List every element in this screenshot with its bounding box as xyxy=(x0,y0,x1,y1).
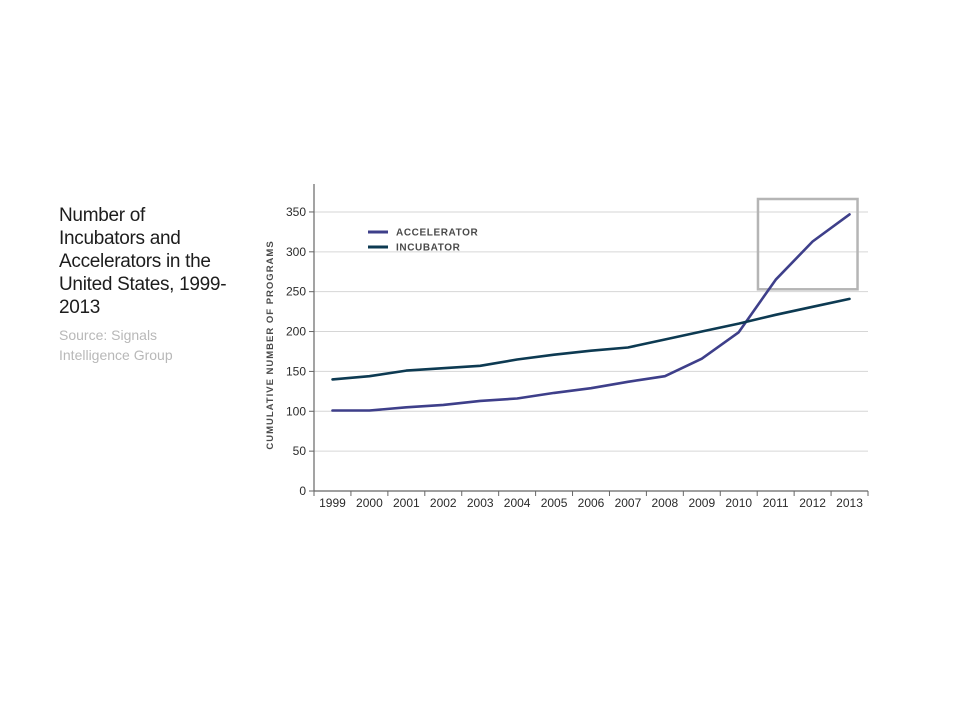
x-tick-label: 2006 xyxy=(578,496,605,510)
x-tick-label: 2008 xyxy=(652,496,679,510)
x-tick-label: 2011 xyxy=(763,496,789,510)
y-tick-label: 150 xyxy=(286,364,306,378)
y-tick-label: 350 xyxy=(286,205,306,219)
x-axis-ticks: 1999 2000 2001 2002 2003 2004 2005 2006 2007 2008… xyxy=(313,491,869,510)
x-tick-label: 2012 xyxy=(799,496,826,510)
y-tick-label: 100 xyxy=(286,404,306,418)
y-axis-title: CUMULATIVE NUMBER OF PROGRAMS xyxy=(265,240,276,449)
x-tick-label: 1999 xyxy=(319,496,346,510)
legend-label: ACCELERATOR xyxy=(396,228,479,239)
chart-side-title: Number of Incubators and Accelerators in… xyxy=(59,205,227,318)
x-tick-label: 2004 xyxy=(504,496,531,510)
chart-source-note: Source: Signals Intelligence Group xyxy=(59,327,173,363)
y-tick-label: 0 xyxy=(299,484,306,498)
x-tick-label: 2002 xyxy=(430,496,457,510)
y-tick-label: 250 xyxy=(286,285,306,299)
legend-item-accelerator: ACCELERATOR xyxy=(368,228,479,239)
x-tick-label: 2005 xyxy=(541,496,568,510)
x-tick-label: 2003 xyxy=(467,496,494,510)
y-axis-ticks: 0 50 100 150 200 250 300 350 xyxy=(286,205,314,498)
x-tick-label: 2009 xyxy=(688,496,715,510)
legend: ACCELERATOR INCUBATOR xyxy=(368,228,479,254)
highlight-box xyxy=(756,197,859,291)
series-lines xyxy=(331,213,851,412)
y-tick-label: 50 xyxy=(293,444,307,458)
x-tick-label: 2007 xyxy=(615,496,642,510)
x-tick-label: 2000 xyxy=(356,496,383,510)
x-tick-label: 2010 xyxy=(725,496,752,510)
accelerator-line xyxy=(331,213,851,412)
incubator-line xyxy=(331,297,851,381)
y-tick-label: 200 xyxy=(286,325,306,339)
x-tick-label: 2013 xyxy=(836,496,863,510)
legend-label: INCUBATOR xyxy=(396,243,461,254)
y-tick-label: 300 xyxy=(286,245,306,259)
legend-item-incubator: INCUBATOR xyxy=(368,243,461,254)
x-tick-label: 2001 xyxy=(393,496,420,510)
